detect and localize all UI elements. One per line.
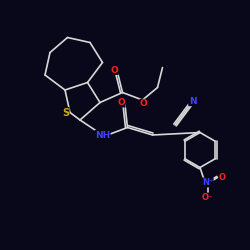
Text: O⁻: O⁻ [202,193,213,202]
Text: NH: NH [95,130,110,140]
Text: O: O [219,173,226,182]
Text: N: N [189,97,196,106]
Text: S: S [62,108,69,118]
Text: O: O [118,98,125,107]
Text: O: O [140,99,147,108]
Text: O: O [110,66,118,74]
Text: N⁺: N⁺ [202,178,213,187]
